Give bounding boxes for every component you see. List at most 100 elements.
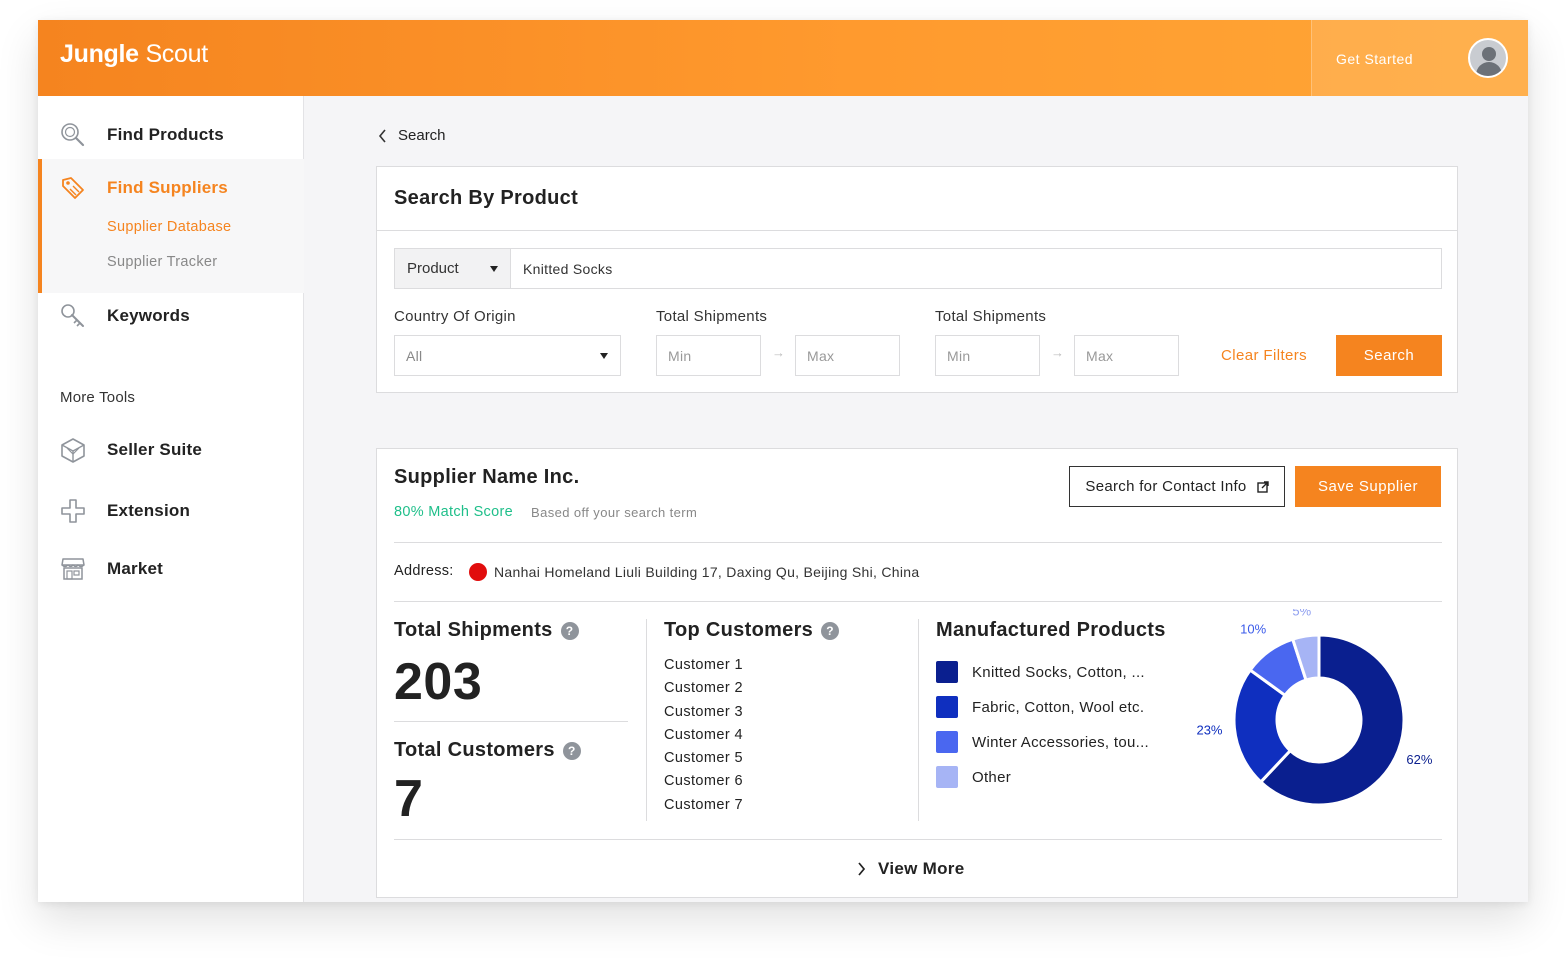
customer-item[interactable]: Customer 6: [664, 773, 743, 789]
sidebar-item-market[interactable]: Market: [38, 554, 304, 584]
total-shipments-title: Total Shipments ?: [394, 619, 579, 642]
divider: [394, 542, 1442, 543]
search-type-value: Product: [407, 260, 459, 277]
arrow-right-icon: →: [1051, 345, 1064, 360]
customer-item[interactable]: Customer 1: [664, 657, 743, 673]
shipments-min-input-1[interactable]: Min: [656, 335, 761, 376]
shipments-label-1: Total Shipments: [656, 308, 768, 325]
arrow-right-icon: →: [772, 345, 785, 360]
product-search-input[interactable]: Knitted Socks: [511, 249, 1441, 288]
customer-item[interactable]: Customer 5: [664, 750, 743, 766]
avatar-head-icon: [1482, 47, 1496, 61]
help-icon[interactable]: ?: [560, 621, 579, 640]
sidebar-subitem-supplier-tracker[interactable]: Supplier Tracker: [107, 254, 218, 270]
address-label: Address:: [394, 563, 454, 579]
top-customers-title: Top Customers ?: [664, 619, 840, 642]
match-note: Based off your search term: [531, 505, 698, 520]
chevron-left-icon: [378, 128, 386, 143]
top-bar: Jungle Scout Get Started: [38, 20, 1528, 96]
customer-item[interactable]: Customer 4: [664, 727, 743, 743]
donut-label: 10%: [1240, 621, 1266, 636]
view-more-label: View More: [878, 859, 965, 878]
logo[interactable]: Jungle Scout: [60, 40, 208, 68]
avatar[interactable]: [1468, 38, 1508, 78]
legend-swatch: [936, 731, 958, 753]
help-icon[interactable]: ?: [821, 621, 840, 640]
donut-slice: [1290, 633, 1321, 682]
app-window: Jungle Scout Get Started Find Products: [38, 20, 1528, 902]
legend-item: Winter Accessories, tou...: [936, 731, 1149, 753]
key-magnifier-icon: [61, 304, 84, 327]
search-type-select[interactable]: Product: [395, 249, 511, 288]
external-link-icon: [1256, 480, 1269, 493]
sidebar-item-extension[interactable]: Extension: [38, 496, 304, 526]
manufactured-products-title: Manufactured Products: [936, 619, 1166, 642]
breadcrumb-label: Search: [398, 127, 446, 144]
max-placeholder: Max: [1086, 348, 1114, 364]
supplier-name: Supplier Name Inc.: [394, 466, 580, 488]
shipments-min-input-2[interactable]: Min: [935, 335, 1040, 376]
breadcrumb[interactable]: Search: [378, 127, 446, 144]
donut-label: 23%: [1196, 722, 1222, 737]
country-label: Country Of Origin: [394, 308, 516, 325]
clear-filters-link[interactable]: Clear Filters: [1221, 347, 1308, 364]
sidebar-item-find-products[interactable]: Find Products: [38, 120, 304, 150]
sidebar-subitem-supplier-database[interactable]: Supplier Database: [107, 219, 232, 235]
divider: [394, 839, 1442, 840]
sidebar-item-find-suppliers[interactable]: Find Suppliers: [38, 173, 304, 203]
sidebar-active-section: Find Suppliers Supplier Database Supplie…: [38, 159, 304, 293]
main-content: Search Search By Product Product Knitted…: [304, 96, 1528, 902]
sidebar-item-label: Seller Suite: [107, 440, 202, 459]
country-select[interactable]: All: [394, 335, 621, 376]
total-customers-label: Total Customers: [394, 739, 555, 761]
shipments-label-2: Total Shipments: [935, 308, 1047, 325]
shipments-max-input-2[interactable]: Max: [1074, 335, 1179, 376]
save-supplier-button[interactable]: Save Supplier: [1295, 466, 1441, 507]
legend-item: Fabric, Cotton, Wool etc.: [936, 696, 1144, 718]
puzzle-plus-icon: [61, 499, 85, 523]
legend-swatch: [936, 696, 958, 718]
sidebar-item-label: Find Suppliers: [107, 178, 228, 197]
shipments-max-input-1[interactable]: Max: [795, 335, 900, 376]
avatar-body-icon: [1476, 62, 1502, 76]
help-icon[interactable]: ?: [562, 741, 581, 760]
magnifier-icon: [61, 123, 85, 147]
sidebar-item-keywords[interactable]: Keywords: [38, 301, 304, 331]
customer-item[interactable]: Customer 2: [664, 680, 743, 696]
divider: [377, 230, 1457, 231]
product-search-value: Knitted Socks: [523, 261, 613, 277]
max-placeholder: Max: [807, 348, 835, 364]
total-shipments-label: Total Shipments: [394, 619, 553, 641]
customer-item[interactable]: Customer 7: [664, 797, 743, 813]
legend-label: Winter Accessories, tou...: [972, 733, 1150, 751]
legend-swatch: [936, 766, 958, 788]
search-contact-info-button[interactable]: Search for Contact Info: [1069, 466, 1285, 507]
search-button[interactable]: Search: [1336, 335, 1442, 376]
storefront-icon: [61, 558, 85, 580]
sidebar-item-label: Find Products: [107, 125, 224, 144]
address-value: Nanhai Homeland Liuli Building 17, Daxin…: [494, 564, 920, 580]
get-started-link[interactable]: Get Started: [1336, 51, 1414, 67]
donut-label: 62%: [1406, 752, 1432, 767]
sidebar-item-label: Market: [107, 559, 164, 578]
chevron-right-icon: [858, 862, 866, 876]
legend-label: Fabric, Cotton, Wool etc.: [972, 698, 1145, 716]
column-divider: [918, 619, 919, 821]
sidebar-item-label: Extension: [107, 501, 191, 520]
tag-icon: [62, 177, 84, 199]
country-value: All: [406, 348, 423, 364]
search-contact-info-label: Search for Contact Info: [1085, 478, 1247, 495]
total-customers-title: Total Customers ?: [394, 739, 581, 762]
customer-item[interactable]: Customer 3: [664, 704, 743, 720]
min-placeholder: Min: [668, 348, 692, 364]
sidebar-item-seller-suite[interactable]: Seller Suite: [38, 435, 304, 465]
box-icon: [61, 438, 85, 463]
divider: [394, 721, 628, 722]
product-search-row: Product Knitted Socks: [394, 248, 1442, 289]
total-shipments-value: 203: [394, 653, 483, 711]
view-more-button[interactable]: View More: [857, 859, 964, 879]
legend-label: Other: [972, 768, 1012, 786]
legend-item: Knitted Socks, Cotton, ...: [936, 661, 1145, 683]
column-divider: [646, 619, 647, 821]
more-tools-heading: More Tools: [60, 389, 136, 406]
